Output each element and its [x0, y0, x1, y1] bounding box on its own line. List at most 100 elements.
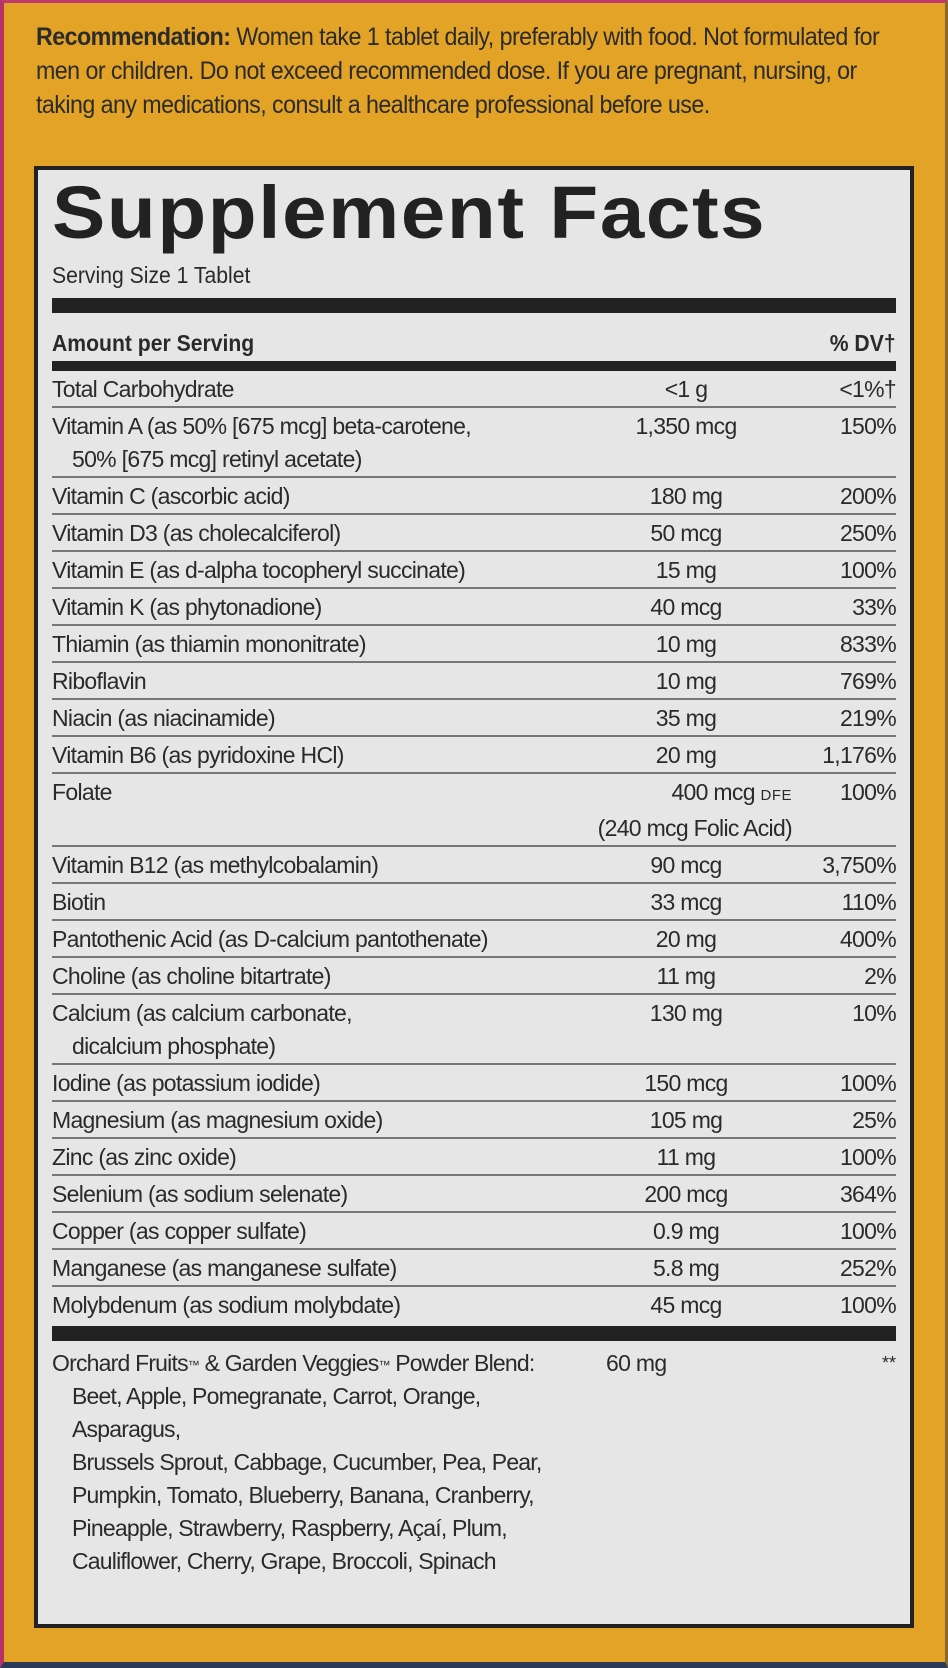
nutrient-name: Total Carbohydrate — [52, 376, 234, 402]
blend-dv: ** — [881, 1353, 896, 1373]
nutrient-row: Thiamin (as thiamin mononitrate) 10 mg 833… — [52, 626, 897, 663]
nutrient-amount: 400 mcg DFE (240 mcg Folic Acid) — [576, 776, 796, 845]
recommendation-label: Recommendation: — [36, 23, 231, 51]
serving-size: Serving Size 1 Tablet — [52, 262, 251, 288]
trademark-icon: ™ — [378, 1358, 390, 1372]
nutrient-name: Manganese (as manganese sulfate) — [52, 1255, 397, 1281]
nutrient-name: Vitamin B6 (as pyridoxine HCl) — [52, 742, 344, 768]
nutrient-name: Vitamin C (ascorbic acid) — [52, 483, 290, 509]
nutrient-row: Niacin (as niacinamide) 35 mg 219% — [52, 700, 897, 737]
nutrient-row: Choline (as choline bitartrate) 11 mg 2% — [52, 958, 897, 995]
nutrient-table: Total Carbohydrate <1 g <1%† Vitamin A (as … — [52, 371, 897, 1322]
nutrient-daily-value: 833% — [839, 631, 897, 657]
nutrient-row: Selenium (as sodium selenate) 200 mcg 364% — [52, 1176, 897, 1213]
nutrient-row: Total Carbohydrate <1 g <1%† — [52, 371, 897, 408]
nutrient-daily-value: 100% — [839, 779, 897, 805]
divider-mid — [52, 361, 896, 371]
nutrient-row: Iodine (as potassium iodide) 150 mcg 100% — [52, 1065, 897, 1102]
nutrient-daily-value: 100% — [839, 1292, 897, 1318]
column-header: Amount per Serving % DV† — [52, 313, 896, 357]
nutrient-daily-value: 252% — [839, 1255, 897, 1281]
nutrient-name: Pantothenic Acid (as D-calcium pantothen… — [52, 926, 489, 952]
nutrient-name: Vitamin D3 (as cholecalciferol) — [52, 520, 341, 546]
nutrient-name: Selenium (as sodium selenate) — [52, 1181, 348, 1207]
nutrient-amount: 105 mg — [649, 1107, 723, 1133]
nutrient-name: Vitamin A (as 50% [675 mcg] beta-caroten… — [52, 410, 576, 476]
nutrient-amount: 15 mg — [655, 557, 717, 583]
nutrient-amount: 200 mcg — [644, 1181, 728, 1207]
nutrient-name: Calcium (as calcium carbonate, dicalcium … — [52, 997, 576, 1063]
nutrient-name: Choline (as choline bitartrate) — [52, 963, 331, 989]
nutrient-amount: 50 mcg — [650, 520, 722, 546]
nutrient-daily-value: 110% — [841, 889, 897, 915]
nutrient-row: Folate 400 mcg DFE (240 mcg Folic Acid) 100… — [52, 774, 897, 847]
nutrient-daily-value: 400% — [839, 926, 897, 952]
nutrient-row: Vitamin E (as d-alpha tocopheryl succina… — [52, 552, 897, 589]
nutrient-daily-value: 100% — [839, 1144, 897, 1170]
trademark-icon: ™ — [187, 1358, 200, 1372]
nutrient-amount: 20 mg — [655, 926, 717, 952]
nutrient-name: Iodine (as potassium iodide) — [52, 1070, 321, 1096]
nutrient-amount: <1 g — [664, 376, 708, 402]
nutrient-amount: 1,350 mcg — [635, 413, 737, 439]
nutrient-daily-value: 200% — [839, 483, 897, 509]
nutrient-row: Magnesium (as magnesium oxide) 105 mg 25% — [52, 1102, 897, 1139]
nutrient-row: Molybdenum (as sodium molybdate) 45 mcg 10… — [52, 1287, 897, 1322]
panel-title: Supplement Facts — [52, 171, 767, 254]
nutrient-row: Vitamin C (ascorbic acid) 180 mg 200% — [52, 478, 897, 515]
nutrient-name: Thiamin (as thiamin mononitrate) — [52, 631, 366, 657]
nutrient-daily-value: 150% — [839, 413, 897, 439]
nutrient-daily-value: 769% — [839, 668, 897, 694]
nutrient-amount: 0.9 mg — [652, 1218, 720, 1244]
nutrient-daily-value: 100% — [839, 557, 897, 583]
nutrient-amount: 45 mcg — [650, 1292, 722, 1318]
nutrient-daily-value: 364% — [839, 1181, 897, 1207]
nutrient-name: Vitamin B12 (as methylcobalamin) — [52, 852, 379, 878]
divider-thick-blend — [52, 1326, 896, 1341]
nutrient-amount: 33 mcg — [650, 889, 722, 915]
daily-value-label: % DV† — [830, 330, 896, 356]
nutrient-amount: 5.8 mg — [652, 1255, 720, 1281]
nutrient-amount: 40 mcg — [650, 594, 722, 620]
nutrient-row: Vitamin B12 (as methylcobalamin) 90 mcg 3,… — [52, 847, 897, 884]
nutrient-daily-value: 25% — [852, 1107, 897, 1133]
nutrient-name: Folate — [52, 779, 112, 805]
nutrient-name: Zinc (as zinc oxide) — [52, 1144, 237, 1170]
blend-amount: 60 mg — [606, 1350, 667, 1376]
nutrient-amount: 10 mg — [655, 668, 717, 694]
nutrient-row: Copper (as copper sulfate) 0.9 mg 100% — [52, 1213, 897, 1250]
blend-name: Orchard Fruits™ & Garden Veggies™ Powder… — [52, 1347, 576, 1578]
nutrient-daily-value: 219% — [839, 705, 897, 731]
nutrient-name: Vitamin K (as phytonadione) — [52, 594, 322, 620]
nutrient-name: Biotin — [52, 889, 106, 915]
nutrient-row: Vitamin A (as 50% [675 mcg] beta-caroten… — [52, 408, 897, 478]
nutrient-name: Vitamin E (as d-alpha tocopheryl succina… — [52, 557, 466, 583]
nutrient-name: Copper (as copper sulfate) — [52, 1218, 307, 1244]
nutrient-name-continued: dicalcium phosphate) — [72, 1033, 276, 1059]
powder-blend-row: Orchard Fruits™ & Garden Veggies™ Powder… — [52, 1341, 896, 1578]
nutrient-daily-value: 3,750% — [822, 852, 897, 878]
nutrient-daily-value: 100% — [839, 1218, 897, 1244]
divider-thick — [52, 298, 896, 313]
nutrient-amount: 11 mg — [656, 1144, 716, 1170]
nutrient-row: Vitamin D3 (as cholecalciferol) 50 mcg 250… — [52, 515, 897, 552]
nutrient-amount: 20 mg — [655, 742, 717, 768]
amount-per-serving-label: Amount per Serving — [52, 330, 255, 356]
folic-acid-note: (240 mcg Folic Acid) — [597, 815, 793, 841]
nutrient-daily-value: 10% — [852, 1000, 897, 1026]
nutrient-amount: 10 mg — [655, 631, 717, 657]
supplement-facts-panel: Supplement Facts Serving Size 1 Tablet A… — [34, 166, 914, 1628]
recommendation-text: Recommendation: Women take 1 tablet dail… — [36, 20, 896, 122]
nutrient-name: Riboflavin — [52, 668, 147, 694]
nutrient-name-continued: 50% [675 mcg] retinyl acetate) — [72, 446, 362, 472]
nutrient-name: Magnesium (as magnesium oxide) — [52, 1107, 383, 1133]
nutrient-row: Calcium (as calcium carbonate, dicalcium … — [52, 995, 897, 1065]
nutrient-row: Zinc (as zinc oxide) 11 mg 100% — [52, 1139, 897, 1176]
nutrient-row: Biotin 33 mcg 110% — [52, 884, 897, 921]
nutrient-amount: 35 mg — [655, 705, 717, 731]
nutrient-row: Riboflavin 10 mg 769% — [52, 663, 897, 700]
nutrient-daily-value: 100% — [839, 1070, 897, 1096]
nutrient-daily-value: 1,176% — [822, 742, 897, 768]
nutrient-daily-value: <1%† — [839, 376, 896, 402]
nutrient-amount: 150 mcg — [644, 1070, 728, 1096]
